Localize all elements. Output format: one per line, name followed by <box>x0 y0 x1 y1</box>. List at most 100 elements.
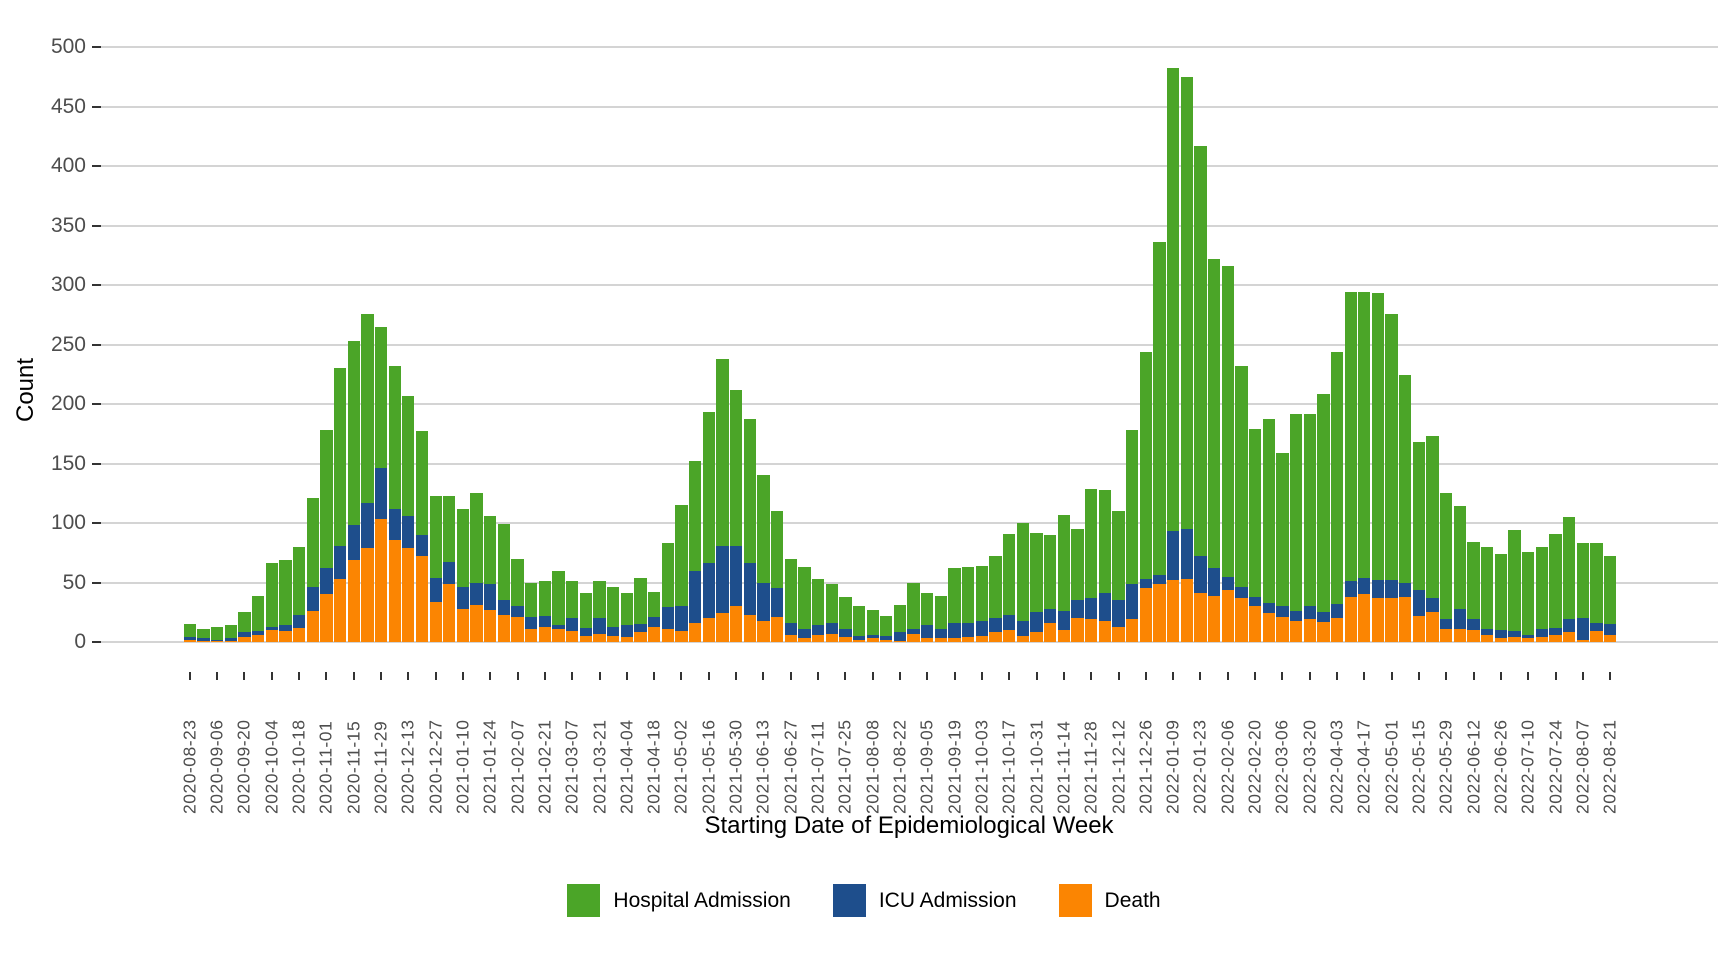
bar-segment-hospital-admission <box>770 511 784 589</box>
bar-2020-09-27 <box>251 595 265 642</box>
x-axis-tick <box>380 672 383 680</box>
bar-segment-icu-admission <box>1289 611 1303 621</box>
bar-segment-death <box>1126 619 1139 642</box>
bar-segment-death <box>893 640 907 642</box>
x-axis-tick-label: 2021-04-04 <box>616 719 637 814</box>
bar-2021-03-07 <box>566 581 579 642</box>
bar-segment-death <box>1426 612 1439 642</box>
bar-segment-hospital-admission <box>1590 543 1603 623</box>
bar-segment-hospital-admission <box>374 326 388 469</box>
bar-2022-05-29 <box>1440 493 1453 642</box>
bar-segment-death <box>347 559 360 642</box>
bar-segment-hospital-admission <box>1358 292 1371 578</box>
bar-segment-death <box>525 628 538 642</box>
x-axis-tick-label: 2020-09-06 <box>206 719 227 814</box>
y-axis-tick-label: 100 <box>50 511 86 534</box>
x-axis-tick-label: 2020-10-04 <box>261 719 282 814</box>
gridline-y-250 <box>100 343 1718 346</box>
bar-segment-icu-admission <box>1467 619 1480 631</box>
bar-segment-hospital-admission <box>1057 514 1071 612</box>
bar-segment-hospital-admission <box>757 475 770 583</box>
bar-segment-death <box>484 609 497 642</box>
bar-2020-11-29 <box>374 326 388 642</box>
x-axis-tick-label: 2022-05-01 <box>1381 719 1402 814</box>
bar-segment-death <box>811 634 825 642</box>
bar-segment-icu-admission <box>1139 578 1152 589</box>
y-axis-tick <box>92 284 101 286</box>
bar-2021-09-05 <box>921 593 934 642</box>
bar-segment-hospital-admission <box>1412 442 1426 590</box>
bar-segment-hospital-admission <box>1153 242 1166 576</box>
bar-segment-icu-admission <box>975 620 989 637</box>
bar-2021-11-21 <box>1071 528 1084 642</box>
x-axis-tick <box>1472 672 1475 680</box>
bar-segment-hospital-admission <box>265 563 278 627</box>
x-axis-tick <box>1363 672 1366 680</box>
bar-segment-icu-admission <box>702 563 715 619</box>
gridline-y-300 <box>100 284 1718 286</box>
bar-segment-death <box>1344 596 1357 642</box>
x-axis-tick <box>489 672 492 680</box>
x-axis-tick <box>1609 672 1612 680</box>
bar-2021-06-20 <box>770 511 784 642</box>
bar-segment-death <box>210 640 224 642</box>
bar-segment-death <box>1604 634 1617 642</box>
bar-2021-10-03 <box>975 565 989 642</box>
x-axis-tick <box>1062 672 1065 680</box>
bar-segment-icu-admission <box>265 626 278 631</box>
bar-segment-hospital-admission <box>907 582 920 629</box>
bar-segment-icu-admission <box>729 545 743 607</box>
bar-segment-death <box>1371 597 1385 642</box>
bar-segment-hospital-admission <box>948 568 961 623</box>
bar-segment-hospital-admission <box>538 581 552 616</box>
x-axis-tick-label: 2022-05-15 <box>1408 719 1429 814</box>
bar-segment-death <box>1235 597 1248 642</box>
bar-2022-04-17 <box>1358 292 1371 642</box>
bar-2020-11-08 <box>333 368 347 642</box>
bar-2020-09-06 <box>210 626 224 642</box>
legend-label-hospital-admission: Hospital Admission <box>613 888 791 912</box>
bar-2022-07-10 <box>1522 551 1535 642</box>
bar-2022-03-13 <box>1289 413 1303 642</box>
bar-segment-icu-admission <box>1194 556 1207 594</box>
bar-2020-08-23 <box>183 624 196 642</box>
x-axis-tick-label: 2021-02-21 <box>534 719 555 814</box>
bar-segment-hospital-admission <box>1344 292 1357 582</box>
bar-segment-icu-admission <box>210 639 224 641</box>
bar-2021-02-28 <box>552 570 565 642</box>
x-axis-tick <box>1008 672 1011 680</box>
bar-segment-icu-admission <box>361 502 374 548</box>
bar-segment-icu-admission <box>634 624 647 633</box>
bar-segment-icu-admission <box>798 628 811 639</box>
bar-segment-death <box>1057 630 1071 642</box>
bar-segment-hospital-admission <box>866 609 879 635</box>
bar-segment-hospital-admission <box>306 498 319 588</box>
bar-segment-icu-admission <box>1303 606 1316 620</box>
bar-segment-icu-admission <box>743 563 756 615</box>
bar-2021-05-16 <box>702 412 715 642</box>
x-axis-tick-label: 2022-03-20 <box>1299 719 1320 814</box>
bar-2021-06-06 <box>743 419 756 642</box>
bar-segment-death <box>456 608 470 642</box>
bar-segment-icu-admission <box>347 525 360 560</box>
bar-segment-death <box>921 638 934 642</box>
y-axis-tick <box>92 462 101 465</box>
bar-2021-04-04 <box>620 593 633 642</box>
bar-2020-10-25 <box>306 498 319 642</box>
bar-2022-05-08 <box>1399 375 1412 642</box>
bar-segment-hospital-admission <box>443 495 456 563</box>
bar-segment-death <box>566 631 579 642</box>
x-axis-tick-label: 2022-03-06 <box>1271 719 1292 814</box>
bar-segment-hospital-admission <box>634 577 647 625</box>
bar-segment-hospital-admission <box>402 395 415 516</box>
x-axis-tick-label: 2022-06-26 <box>1490 719 1511 814</box>
bar-segment-icu-admission <box>306 587 319 612</box>
bar-segment-icu-admission <box>839 628 852 638</box>
x-axis-tick <box>1117 672 1120 680</box>
y-axis-tick-label: 50 <box>62 570 86 594</box>
x-axis-tick-label: 2021-06-13 <box>752 719 773 814</box>
gridline-y-500 <box>100 46 1718 48</box>
bar-segment-icu-admission <box>1317 612 1330 622</box>
x-axis-tick-label: 2022-04-17 <box>1353 719 1374 814</box>
bar-2022-06-19 <box>1481 546 1494 642</box>
